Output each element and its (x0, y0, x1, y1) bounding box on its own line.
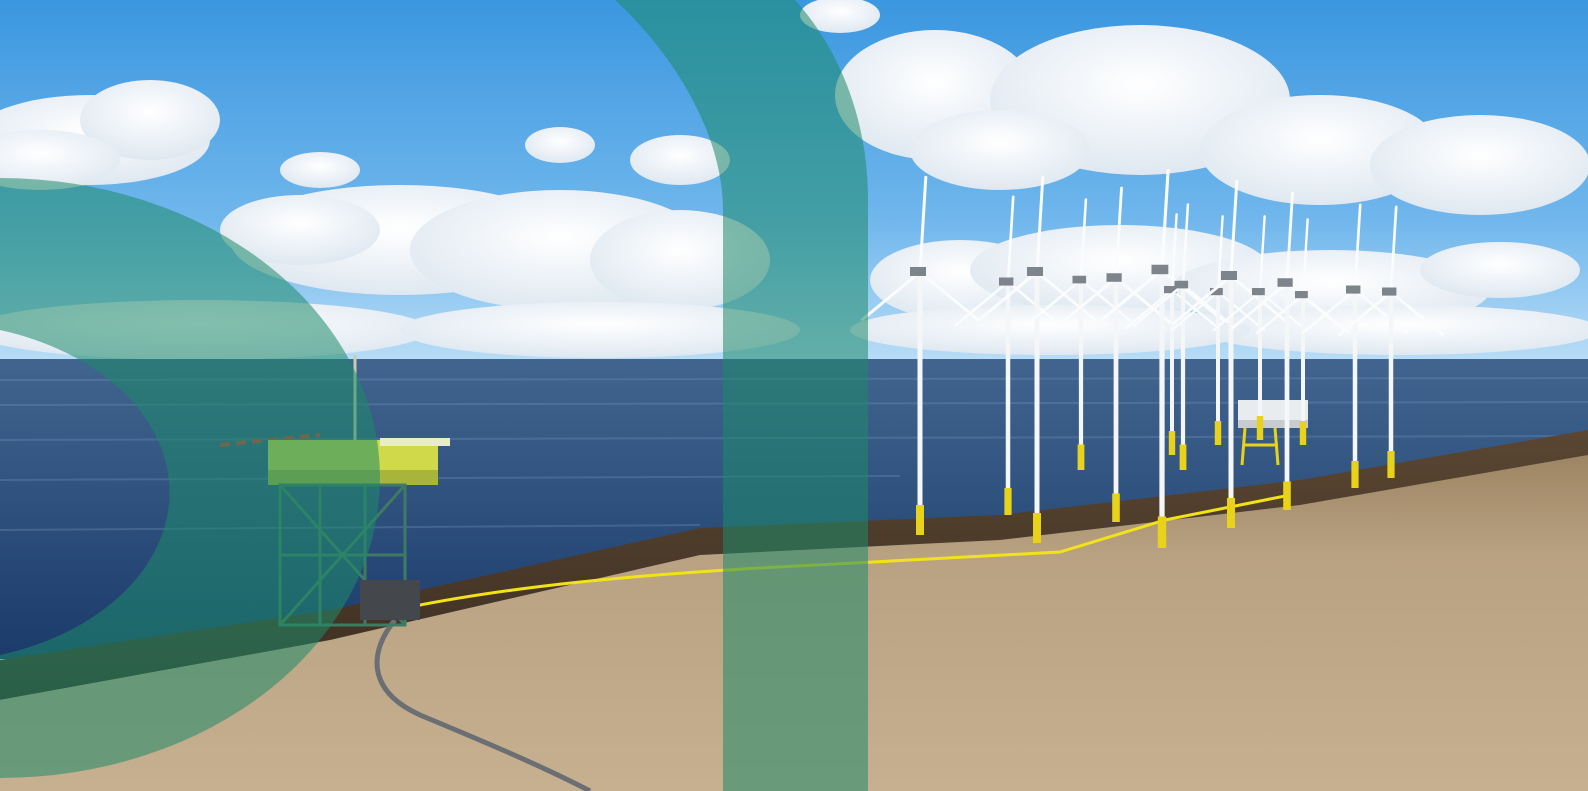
overlay-semicircle (0, 178, 380, 778)
overlay-arc-band (615, 0, 868, 791)
wind-turbine (1132, 203, 1234, 470)
wind-turbines (860, 169, 1445, 548)
wind-turbine (1170, 215, 1266, 445)
wind-turbine (954, 195, 1062, 515)
wind-turbine (860, 175, 980, 535)
clouds (0, 0, 1588, 360)
seabed-cut-edge (0, 430, 1588, 700)
wind-turbine (977, 175, 1097, 543)
wind-turbine (1337, 205, 1445, 478)
substation-platform (1238, 400, 1308, 466)
export-cable (374, 618, 592, 791)
wind-turbine (1301, 203, 1409, 488)
wind-turbine (1124, 213, 1220, 455)
wind-turbine (1255, 218, 1351, 445)
